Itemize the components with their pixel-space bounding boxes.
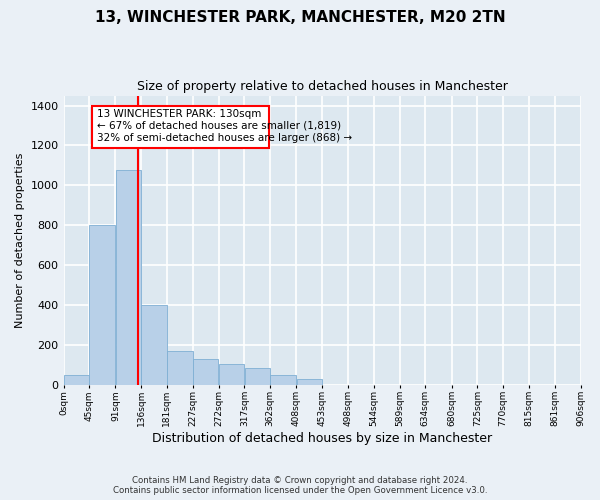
Bar: [296, 378, 322, 384]
Text: 32% of semi-detached houses are larger (868) →: 32% of semi-detached houses are larger (…: [97, 133, 352, 143]
Bar: [89, 225, 115, 384]
Bar: [245, 368, 270, 384]
Bar: [142, 305, 167, 384]
Text: 13 WINCHESTER PARK: 130sqm: 13 WINCHESTER PARK: 130sqm: [97, 108, 261, 118]
Y-axis label: Number of detached properties: Number of detached properties: [15, 152, 25, 328]
X-axis label: Distribution of detached houses by size in Manchester: Distribution of detached houses by size …: [152, 432, 492, 445]
Bar: [271, 374, 296, 384]
Text: ← 67% of detached houses are smaller (1,819): ← 67% of detached houses are smaller (1,…: [97, 121, 341, 131]
Bar: [116, 170, 141, 384]
Bar: [64, 374, 89, 384]
Bar: [219, 364, 244, 384]
Title: Size of property relative to detached houses in Manchester: Size of property relative to detached ho…: [137, 80, 508, 93]
Text: Contains HM Land Registry data © Crown copyright and database right 2024.
Contai: Contains HM Land Registry data © Crown c…: [113, 476, 487, 495]
Bar: [167, 350, 193, 384]
Bar: [193, 358, 218, 384]
Text: 13, WINCHESTER PARK, MANCHESTER, M20 2TN: 13, WINCHESTER PARK, MANCHESTER, M20 2TN: [95, 10, 505, 25]
Bar: [92, 106, 269, 148]
